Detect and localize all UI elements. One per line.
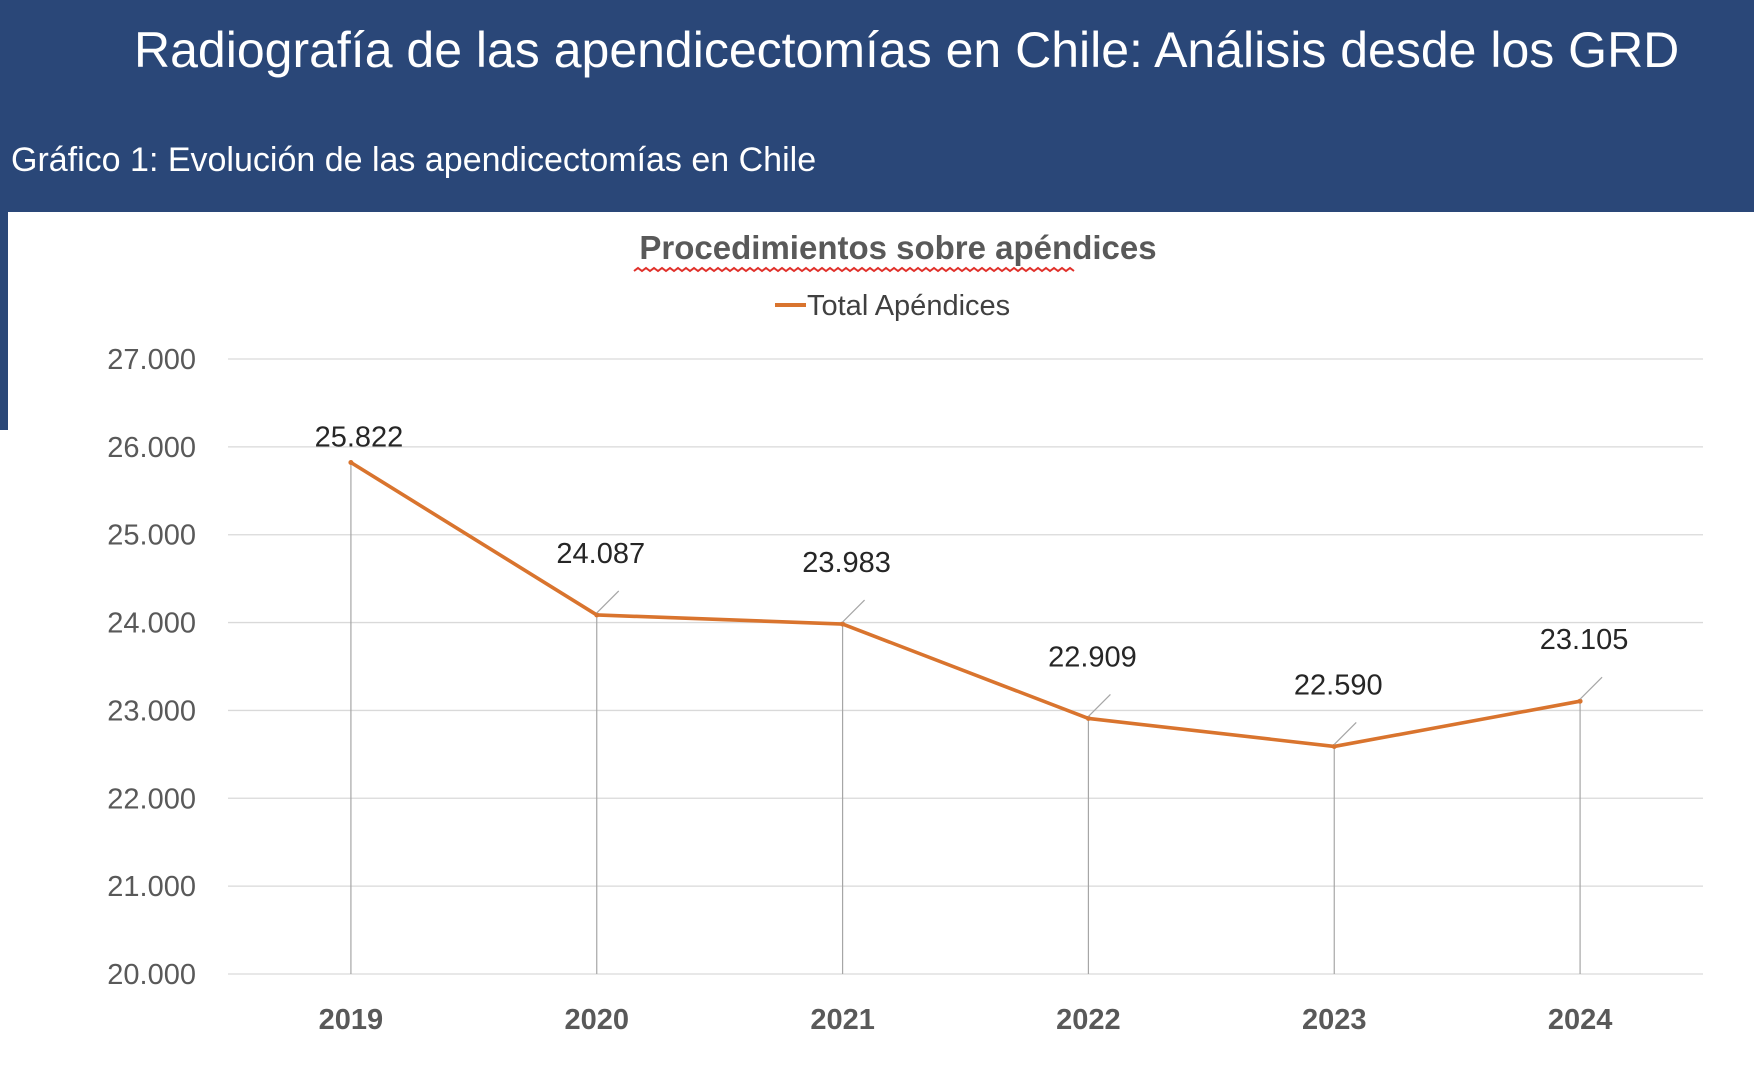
data-label: 23.983 [802,547,891,579]
data-label: 22.590 [1294,669,1383,701]
page-title: Radiografía de las apendicectomías en Ch… [134,22,1680,78]
data-point [348,459,354,465]
data-label: 25.822 [315,421,404,453]
y-tick-label: 20.000 [107,959,196,991]
label-leader-line [1087,693,1111,717]
gridlines [228,358,1703,975]
y-tick-label: 23.000 [107,695,196,727]
y-tick-label: 25.000 [107,520,196,552]
data-label: 24.087 [556,538,645,570]
y-tick-label: 22.000 [107,783,196,815]
x-tick-label: 2024 [1548,1004,1613,1036]
y-tick-label: 26.000 [107,432,196,464]
y-tick-label: 27.000 [107,344,196,376]
x-tick-label: 2019 [319,1004,384,1036]
y-tick-label: 21.000 [107,871,196,903]
x-tick-label: 2022 [1056,1004,1121,1036]
data-point [1577,698,1583,704]
chart-title: Procedimientos sobre apéndices [639,229,1156,266]
header-banner [0,0,1754,212]
legend-label: Total Apéndices [807,290,1010,322]
x-tick-label: 2023 [1302,1004,1367,1036]
label-leader-line [596,590,620,614]
x-tick-label: 2021 [810,1004,875,1036]
y-tick-label: 24.000 [107,608,196,640]
data-point [840,621,846,627]
chart-title-underline [633,266,1075,273]
drop-lines [350,462,1581,974]
data-point [1331,743,1337,749]
x-axis: 2019 2020 2021 2022 2023 2024 [319,1004,1613,1036]
data-labels: 25.822 24.087 23.983 22.909 22.590 23.105 [315,421,1629,745]
y-axis: 20.000 21.000 22.000 23.000 24.000 25.000 26.0… [107,344,196,991]
data-label: 23.105 [1540,624,1629,656]
data-label: 22.909 [1048,641,1137,673]
data-point [594,612,600,618]
series-total-apendices [348,459,1583,749]
figure-caption: Gráfico 1: Evolución de las apendicectom… [11,141,817,179]
label-leader-line [1333,722,1357,745]
x-tick-label: 2020 [564,1004,629,1036]
left-accent-strip [0,212,8,430]
data-point [1085,715,1091,721]
series-line [349,460,1582,749]
label-leader-line [1579,676,1603,700]
label-leader-line [842,599,866,623]
